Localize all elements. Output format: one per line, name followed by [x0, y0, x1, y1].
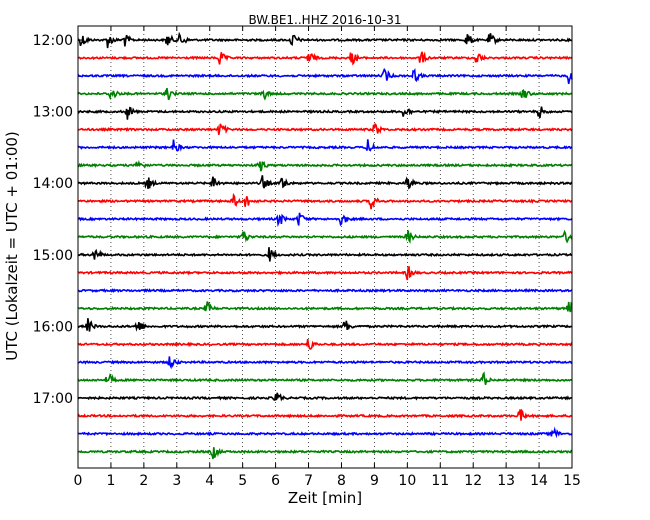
seismogram-trace-1300 [77, 106, 573, 120]
seismogram-trace-1315 [77, 122, 573, 135]
grid-lines [110, 26, 540, 468]
x-tick-label: 2 [139, 473, 148, 489]
seismogram-trace-1215 [77, 51, 573, 66]
seismogram-trace-1545 [77, 301, 573, 313]
seismogram-trace-1730 [78, 426, 573, 439]
y-tick-label: 17:00 [33, 391, 73, 407]
plot-frame [77, 25, 573, 469]
x-tick-label: 8 [337, 473, 346, 489]
axis-ticks: 0 1 2 3 4 5 6 7 8 9 10 11 12 13 14 1512:0013:0014:0015:… [33, 26, 581, 489]
x-tick-label: 7 [304, 473, 313, 489]
seismogram-trace-1345 [77, 159, 573, 172]
seismogram-trace-1330 [77, 139, 573, 152]
x-tick-label: 9 [370, 473, 379, 489]
y-tick-label: 16:00 [33, 319, 73, 335]
seismogram-trace-1630 [77, 356, 573, 370]
chart-title: BW.BE1..HHZ 2016-10-31 [248, 13, 401, 27]
seismogram-trace-1600 [77, 318, 573, 332]
x-tick-label: 13 [497, 473, 515, 489]
x-tick-label: 0 [74, 473, 83, 489]
y-axis-label: UTC (Lokalzeit = UTC + 01:00) [3, 131, 21, 361]
x-axis-label: Zeit [min] [288, 489, 362, 507]
seismogram-trace-1400 [77, 175, 573, 190]
seismogram-trace-1515 [77, 266, 573, 281]
x-tick-label: 12 [464, 473, 482, 489]
seismogram-trace-1245 [77, 87, 573, 101]
seismogram-trace-1615 [77, 338, 573, 351]
seismogram-trace-1430 [77, 212, 573, 228]
x-tick-label: 11 [431, 473, 449, 489]
x-tick-label: 6 [271, 473, 280, 489]
seismogram-trace-1530 [77, 288, 573, 294]
seismogram-trace-1645 [77, 371, 573, 385]
x-tick-label: 5 [238, 473, 247, 489]
seismogram-trace-1700 [77, 392, 572, 402]
x-tick-label: 10 [398, 473, 416, 489]
y-tick-label: 12:00 [33, 33, 73, 49]
x-tick-label: 3 [172, 473, 181, 489]
seismogram-trace-1715 [77, 408, 573, 421]
y-tick-label: 13:00 [33, 105, 73, 121]
seismogram-trace-1745 [77, 447, 573, 460]
x-tick-label: 15 [563, 473, 581, 489]
seismogram-trace-1415 [77, 192, 573, 210]
x-tick-label: 1 [106, 473, 115, 489]
x-tick-label: 14 [530, 473, 548, 489]
y-tick-label: 14:00 [33, 176, 73, 192]
seismogram-trace-1200 [77, 31, 573, 49]
seismogram-traces [77, 31, 573, 460]
x-tick-label: 4 [205, 473, 214, 489]
seismogram-trace-1500 [77, 247, 572, 262]
y-tick-label: 15:00 [33, 248, 73, 264]
seismogram-trace-1445 [77, 229, 573, 244]
seismogram-trace-1230 [77, 67, 573, 85]
